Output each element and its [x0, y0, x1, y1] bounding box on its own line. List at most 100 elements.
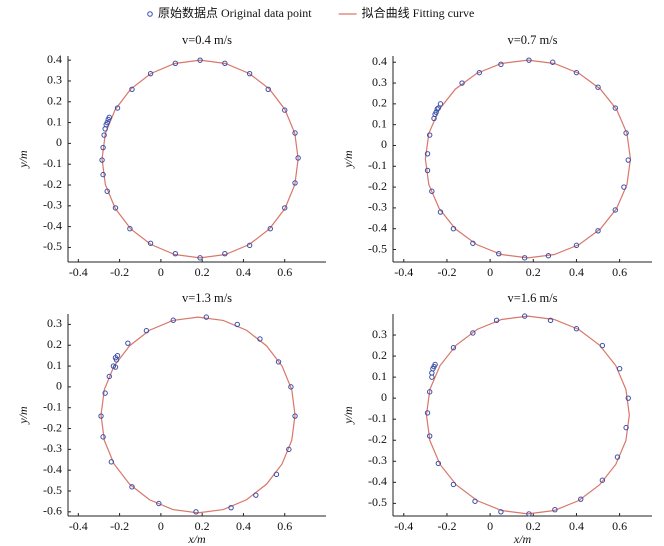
y-tick-label: 0.2	[47, 94, 62, 108]
data-point	[127, 226, 133, 232]
data-point	[129, 484, 135, 490]
data-point	[104, 188, 110, 194]
data-point	[129, 86, 135, 92]
x-axis-label: x/m	[187, 532, 206, 546]
y-tick-label: 0.4	[372, 54, 387, 68]
y-tick-label: -0.4	[368, 220, 387, 234]
y-axis-label: y/m	[341, 150, 355, 169]
x-tick-label: 0.4	[569, 519, 584, 533]
data-point	[102, 390, 108, 396]
y-tick-label: -0.3	[43, 198, 62, 212]
data-point	[265, 86, 271, 92]
data-point	[429, 188, 435, 194]
data-point	[578, 496, 584, 502]
y-tick-label: -0.3	[43, 441, 62, 455]
data-point	[156, 500, 162, 507]
data-point	[246, 70, 253, 77]
data-point	[246, 242, 253, 249]
data-point	[573, 69, 580, 76]
data-point	[172, 60, 179, 66]
data-point	[112, 364, 119, 370]
x-tick-label: 0.4	[236, 265, 251, 279]
x-tick-label: 0.6	[612, 265, 627, 279]
subplot-title: v=1.3 m/s	[182, 291, 232, 305]
data-point	[450, 226, 457, 232]
x-tick-label: 0	[487, 519, 493, 533]
y-tick-label: 0.1	[47, 114, 62, 128]
subplot-title: v=1.6 m/s	[507, 291, 557, 305]
fitting-curve	[425, 315, 630, 515]
fitting-curve	[424, 59, 632, 259]
data-point	[621, 184, 627, 190]
data-point	[147, 70, 154, 77]
y-axis-label: y/m	[16, 150, 30, 169]
x-tick-label: 0.6	[277, 265, 292, 279]
data-point	[267, 226, 273, 232]
data-point	[450, 344, 457, 351]
data-point	[424, 167, 431, 174]
data-point	[431, 115, 437, 122]
data-point	[275, 359, 282, 365]
y-tick-label: 0.1	[47, 358, 62, 372]
data-point	[426, 132, 433, 138]
data-point	[435, 460, 442, 467]
data-point	[99, 157, 105, 163]
y-tick-label: 0.2	[372, 348, 387, 362]
data-point	[545, 253, 552, 259]
x-tick-label: 0.6	[612, 519, 627, 533]
y-tick-label: 0.3	[47, 73, 62, 87]
data-point	[125, 340, 131, 346]
data-point	[100, 434, 106, 440]
data-point	[113, 357, 120, 363]
y-tick-label: -0.4	[43, 218, 62, 232]
data-point	[282, 205, 288, 211]
data-point	[282, 107, 288, 113]
data-point	[106, 114, 112, 121]
data-point	[273, 471, 280, 478]
data-point	[472, 498, 478, 504]
data-point	[147, 240, 154, 246]
x-tick-label: -0.4	[69, 519, 88, 533]
x-tick-label: -0.2	[110, 265, 129, 279]
data-point	[432, 361, 438, 368]
y-tick-label: 0.2	[372, 96, 387, 110]
x-tick-label: -0.2	[110, 519, 129, 533]
y-tick-label: -0.5	[368, 241, 387, 255]
data-point	[521, 255, 528, 261]
data-point	[295, 155, 301, 161]
data-point	[623, 130, 629, 136]
x-axis-label: x/m	[513, 532, 532, 546]
subplot: v=1.6 m/s -0.5 -0.4 -0.3 -0.2 -0.1 0 0.1 0.2 0.3 -…	[341, 291, 652, 546]
data-point	[623, 424, 629, 431]
data-point	[470, 330, 476, 336]
data-point	[98, 413, 104, 419]
data-point	[222, 60, 228, 66]
data-point	[612, 105, 619, 111]
data-point	[257, 336, 263, 342]
data-point	[614, 454, 621, 460]
y-tick-label: -0.5	[43, 483, 62, 497]
y-tick-label: -0.2	[368, 432, 387, 446]
data-point	[101, 132, 107, 138]
x-tick-label: 0.2	[526, 265, 541, 279]
data-point	[493, 317, 500, 324]
y-tick-label: 0.2	[47, 337, 62, 351]
subplot-title: v=0.4 m/s	[182, 33, 232, 47]
y-tick-label: -0.2	[43, 177, 62, 191]
y-tick-label: -0.4	[43, 462, 62, 476]
data-point	[573, 326, 580, 332]
data-point	[114, 105, 121, 111]
data-point	[172, 250, 179, 257]
data-point	[550, 59, 556, 65]
data-point	[228, 504, 234, 511]
y-tick-label: -0.1	[43, 399, 62, 413]
x-tick-label: 0	[158, 519, 164, 533]
legend-label: 拟合曲线 Fitting curve	[362, 5, 475, 20]
data-point	[429, 374, 435, 380]
y-axis-label: y/m	[341, 406, 355, 425]
data-point	[616, 366, 623, 372]
data-point	[426, 389, 433, 395]
data-point	[197, 57, 203, 63]
data-point	[437, 209, 444, 215]
